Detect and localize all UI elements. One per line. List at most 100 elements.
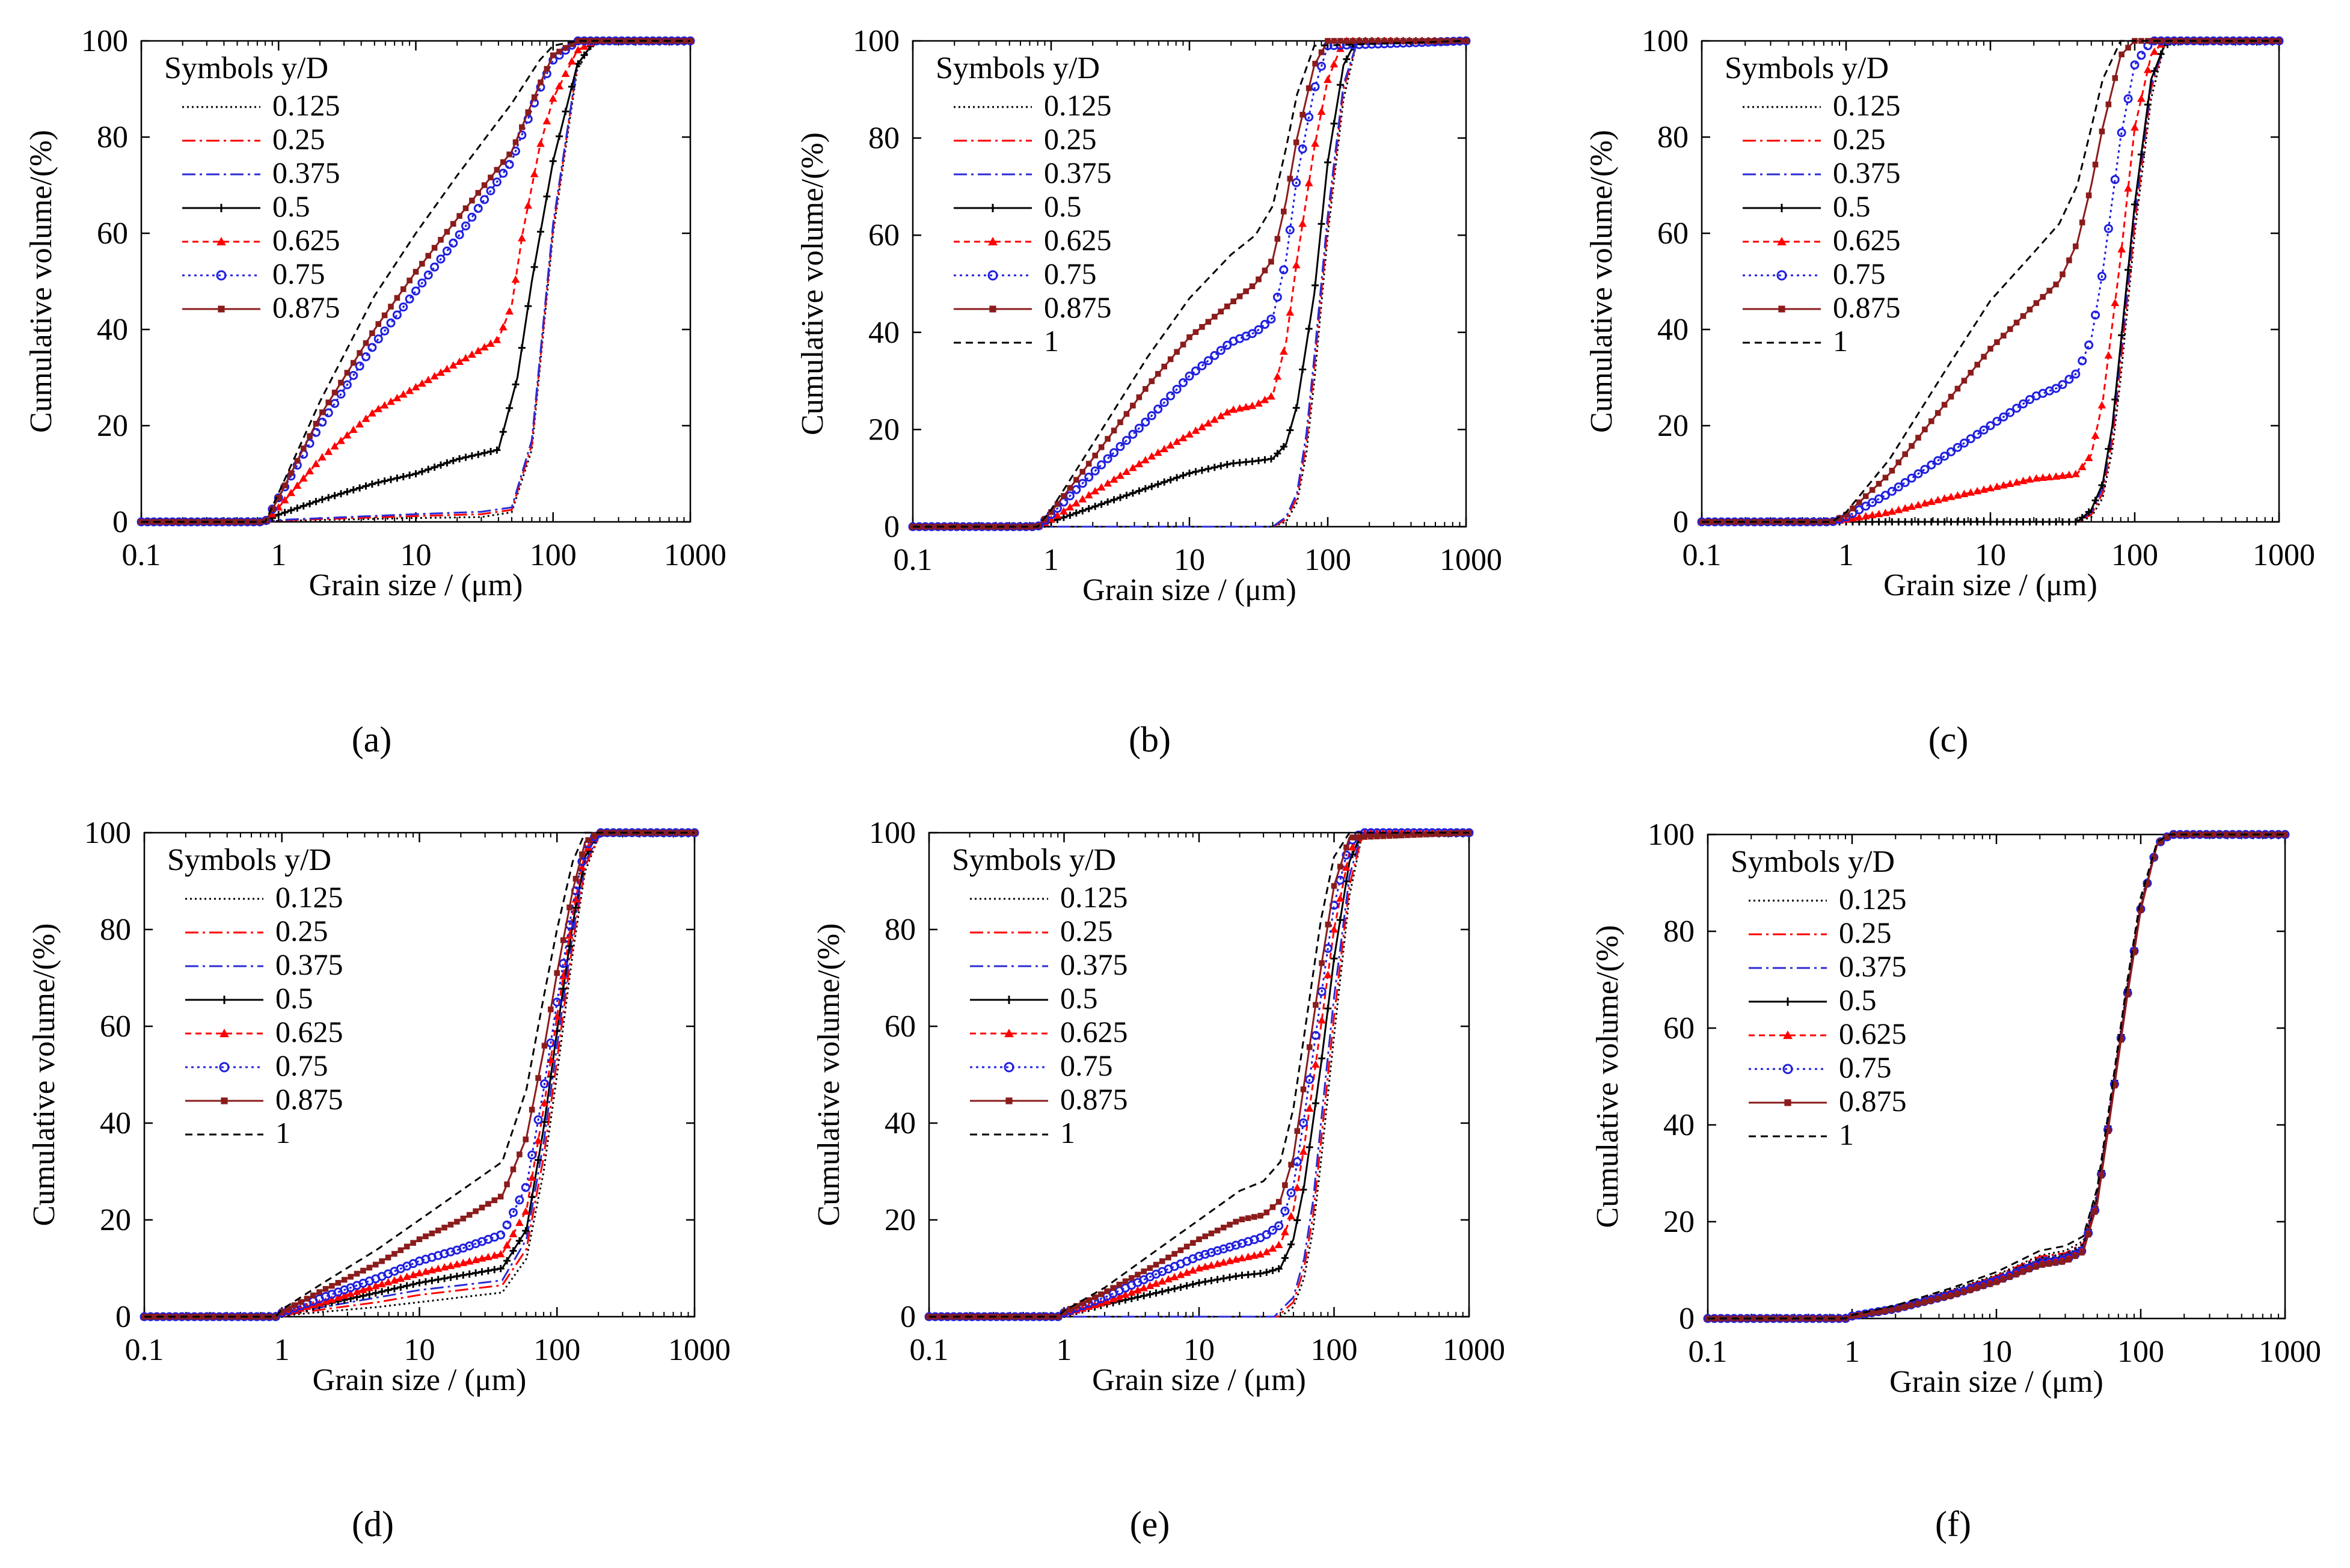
data-point	[966, 524, 972, 530]
data-point	[1263, 1269, 1271, 1276]
data-point	[2020, 313, 2026, 319]
data-point	[392, 310, 402, 320]
legend-label: 0.75	[275, 1049, 328, 1082]
data-point	[1121, 436, 1131, 446]
data-point	[232, 519, 238, 525]
data-point	[2156, 837, 2165, 847]
data-point	[529, 1106, 535, 1113]
series-line-0.25	[913, 40, 1466, 528]
data-point	[2210, 831, 2216, 838]
data-point	[1325, 38, 1331, 44]
data-point	[247, 1314, 254, 1320]
data-point	[417, 278, 427, 288]
data-point	[1147, 1265, 1153, 1271]
data-point	[1230, 298, 1236, 304]
data-point	[2097, 272, 2106, 281]
data-point	[1254, 399, 1263, 407]
data-point	[2007, 1274, 2013, 1280]
data-point	[2158, 38, 2164, 44]
data-point	[555, 82, 563, 90]
data-point	[1411, 831, 1417, 838]
data-point	[522, 1227, 530, 1235]
series-line-0.75	[913, 40, 1467, 528]
data-point	[285, 1305, 291, 1312]
series-1	[141, 40, 690, 523]
y-tick-label: 20	[97, 409, 128, 443]
data-point	[380, 326, 390, 335]
data-point	[368, 480, 376, 488]
data-point	[2230, 38, 2236, 44]
series-0.375	[913, 40, 1466, 528]
data-point	[1171, 1285, 1179, 1293]
legend-label: 0.625	[1060, 1015, 1128, 1049]
data-point	[1104, 1288, 1110, 1294]
data-point	[1213, 1276, 1221, 1284]
data-point	[447, 1222, 454, 1228]
data-point	[2019, 1269, 2026, 1275]
y-tick-label: 40	[100, 1106, 131, 1141]
legend-marker	[1005, 1097, 1013, 1104]
data-point	[2223, 831, 2229, 838]
data-point	[1146, 1281, 1155, 1290]
data-point	[422, 1278, 429, 1285]
data-point	[456, 455, 464, 463]
data-point	[2032, 474, 2041, 482]
data-point	[454, 1219, 460, 1225]
series-line-0.375	[144, 831, 695, 1318]
data-point	[1180, 341, 1186, 348]
data-point	[1097, 500, 1105, 508]
legend-label: 0.875	[272, 290, 340, 324]
data-point	[2072, 518, 2079, 525]
data-point	[2184, 38, 2191, 44]
data-point	[306, 500, 314, 507]
data-point	[1066, 511, 1074, 519]
data-point	[1304, 179, 1313, 186]
data-point	[1299, 366, 1307, 373]
data-point	[1165, 1254, 1171, 1261]
data-point	[1922, 426, 1928, 433]
x-tick-label: 10	[1981, 1335, 2012, 1369]
data-point	[1152, 1289, 1160, 1297]
data-point	[1894, 506, 1903, 513]
data-point	[185, 1314, 191, 1320]
data-point	[2137, 94, 2146, 102]
series-0.75	[1703, 830, 2290, 1323]
data-point	[1920, 465, 1930, 474]
data-point	[2125, 44, 2131, 51]
data-point	[1907, 502, 1916, 510]
legend-label: 0.75	[1060, 1049, 1113, 1082]
legend-title: Symbols y/D	[1725, 51, 1889, 85]
data-point	[1073, 1303, 1079, 1309]
data-point	[2150, 67, 2158, 75]
data-point	[1004, 524, 1010, 530]
data-point	[1319, 960, 1325, 966]
data-point	[1895, 459, 1902, 465]
data-point	[1318, 1055, 1326, 1062]
x-tick-label: 1	[274, 1333, 290, 1367]
legend-item-0.75: 0.75	[970, 1049, 1113, 1082]
data-point	[431, 245, 438, 251]
data-point	[1207, 1261, 1216, 1269]
data-point	[1159, 397, 1169, 407]
x-tick-label: 1000	[2259, 1335, 2321, 1369]
data-point	[1166, 441, 1175, 449]
data-point	[556, 49, 562, 55]
series-line-1	[1708, 833, 2285, 1320]
data-point	[540, 1098, 549, 1106]
legend-label: 0.25	[275, 914, 328, 948]
x-tick-label: 100	[2117, 1335, 2164, 1369]
data-point	[1299, 1186, 1307, 1193]
data-point	[1210, 351, 1219, 360]
data-point	[1067, 1306, 1073, 1312]
data-point	[1292, 1157, 1302, 1166]
data-point	[274, 493, 283, 503]
panel-label: (b)	[1129, 720, 1171, 759]
y-tick-label: 60	[885, 1009, 916, 1044]
data-point	[2124, 184, 2132, 192]
y-axis-title: Cumulative volume/(%)	[812, 923, 846, 1226]
series-0.5	[141, 829, 698, 1320]
data-point	[1737, 1315, 1744, 1321]
legend-label: 0.625	[1833, 223, 1901, 257]
data-point	[1980, 1283, 1986, 1289]
data-point	[415, 1269, 424, 1276]
